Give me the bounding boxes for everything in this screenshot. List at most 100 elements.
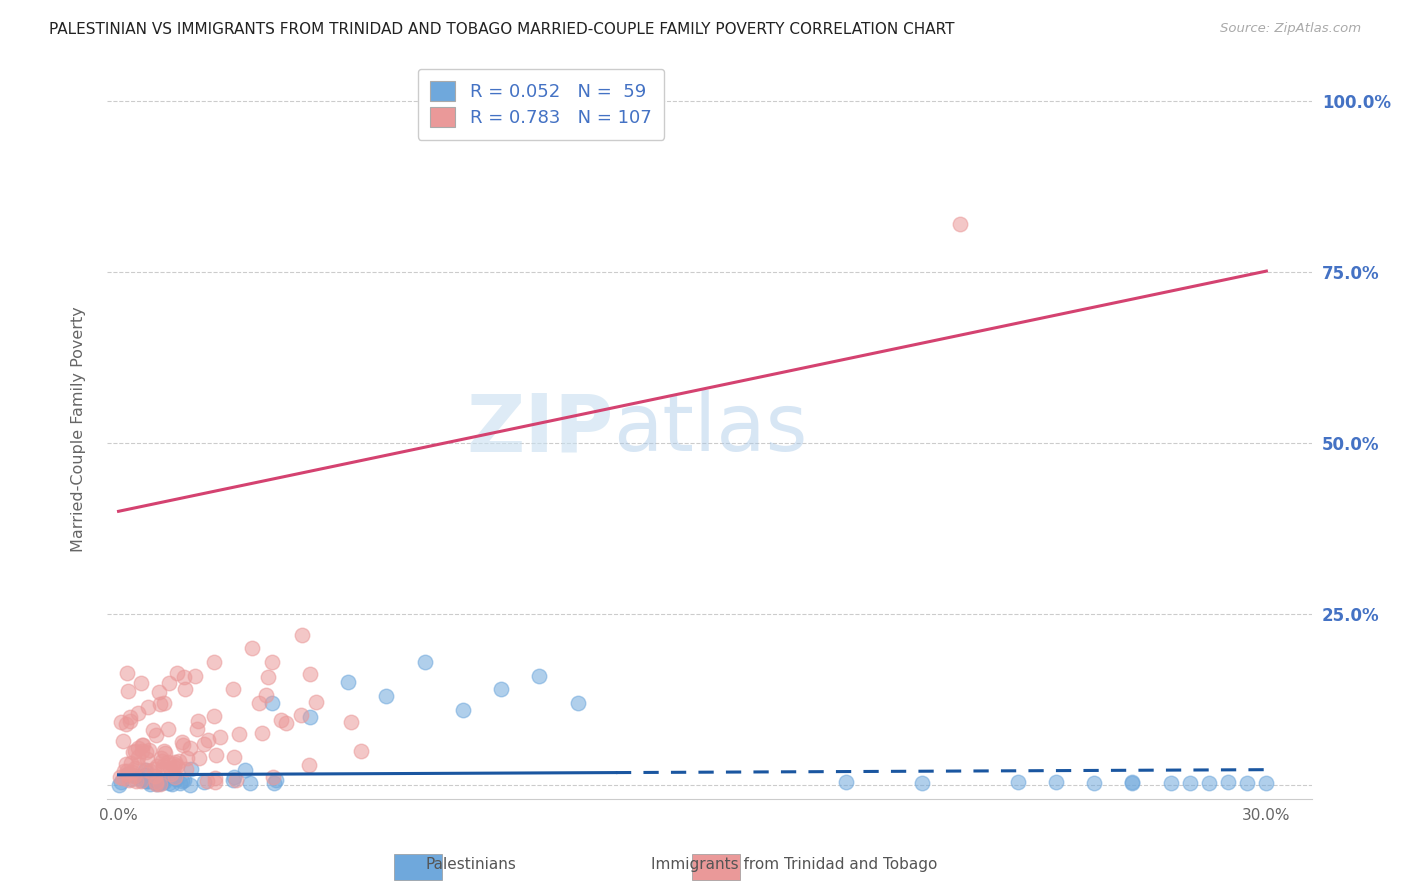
Point [165,771,187,785]
Point [115,717,138,731]
Point [156,722,179,736]
Point [148,685,170,699]
Point [129,676,152,690]
Point [291,627,314,641]
Point [184,668,207,682]
Text: ZIP: ZIP [465,390,613,468]
Point [172,738,194,752]
Point [136,774,159,789]
Point [173,669,195,683]
Point [489,682,512,697]
Text: PALESTINIAN VS IMMIGRANTS FROM TRINIDAD AND TOBAGO MARRIED-COUPLE FAMILY POVERTY: PALESTINIAN VS IMMIGRANTS FROM TRINIDAD … [49,22,955,37]
Point [274,716,297,731]
Point [117,764,139,778]
Point [350,744,373,758]
Point [176,750,198,764]
Point [118,772,141,787]
Point [451,703,474,717]
Point [204,774,226,789]
Point [157,775,180,789]
Y-axis label: Married-Couple Family Poverty: Married-Couple Family Poverty [72,306,86,552]
Point [567,696,589,710]
Point [120,772,142,786]
Point [297,757,319,772]
Point [225,772,247,787]
Point [152,759,174,773]
Point [911,776,934,790]
Point [149,775,172,789]
Point [117,665,139,680]
Point [118,714,141,728]
Point [135,745,157,759]
Point [290,707,312,722]
Point [110,770,132,784]
Point [112,764,135,778]
Point [162,756,184,771]
Point [110,715,132,730]
Point [233,763,256,777]
Point [152,775,174,789]
Point [174,762,197,776]
Point [1083,776,1105,790]
Point [197,732,219,747]
Legend: R = 0.052   N =  59, R = 0.783   N = 107: R = 0.052 N = 59, R = 0.783 N = 107 [418,69,664,140]
Point [166,665,188,680]
Point [131,738,153,752]
Point [247,696,270,710]
Point [1121,774,1143,789]
Point [228,727,250,741]
Point [108,778,131,792]
Point [193,737,215,751]
Point [124,769,146,783]
Point [166,759,188,773]
Point [208,730,231,744]
Point [145,777,167,791]
Point [179,778,201,792]
Point [138,742,160,756]
Point [135,763,157,777]
Point [153,746,176,760]
Point [254,688,277,702]
Point [186,722,208,736]
Point [143,762,166,776]
Point [124,761,146,775]
Text: Palestinians: Palestinians [426,857,516,872]
Point [146,758,169,772]
Point [172,735,194,749]
Point [145,728,167,742]
Point [121,745,143,759]
Point [136,752,159,766]
Point [1198,776,1220,790]
Point [834,774,856,789]
Point [127,757,149,772]
Point [150,754,173,768]
Point [224,749,246,764]
Point [305,695,328,709]
Point [529,668,551,682]
Point [298,667,321,681]
Point [1160,776,1182,790]
Point [139,776,162,790]
Point [139,764,162,778]
Point [195,774,218,789]
Point [112,734,135,748]
Point [221,772,243,787]
Text: Source: ZipAtlas.com: Source: ZipAtlas.com [1220,22,1361,36]
Point [129,774,152,789]
Point [224,770,246,784]
Point [1256,776,1278,790]
Point [127,741,149,756]
Point [124,743,146,757]
Point [153,696,176,710]
Point [340,715,363,730]
Point [169,776,191,790]
Point [131,744,153,758]
Point [1007,775,1029,789]
Point [153,744,176,758]
Point [337,675,360,690]
Point [413,655,436,669]
Point [1236,776,1258,790]
Point [128,771,150,785]
Point [165,771,187,785]
Point [163,760,186,774]
